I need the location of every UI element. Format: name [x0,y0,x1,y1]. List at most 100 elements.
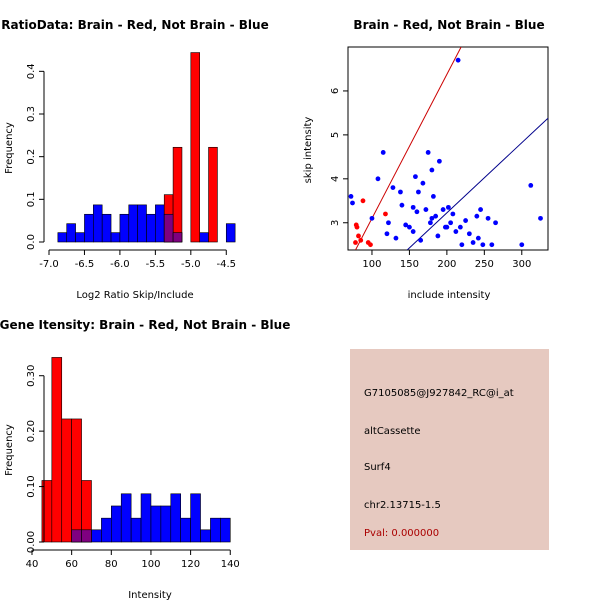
not-brain-point-18 [425,150,431,155]
not-brain-point-22 [433,213,439,219]
overlap-bar-1-13 [172,232,183,243]
not-brain-point-44 [519,242,525,248]
scatter-plot-area [348,47,548,250]
not-brain-point-45 [528,183,534,188]
scatter-title: Brain - Red, Not Brain - Blue [353,18,544,32]
gene-name: Surf4 [364,462,391,473]
y-tick-label: 6 [330,88,341,94]
gene-intensity-histogram: Gene Itensity: Brain - Red, Not Brain - … [0,318,290,600]
not-brain-bar-6 [130,517,142,543]
ratio-histogram-title: RatioData: Brain - Red, Not Brain - Blue [1,18,268,32]
not-brain-point-7 [393,235,399,241]
brain-bar-1 [51,357,63,543]
not-brain-bar-5 [101,213,112,243]
gene-histogram-title: Gene Itensity: Brain - Red, Not Brain - … [0,318,290,332]
not-brain-bar-19 [225,223,236,243]
ratio-histogram-ylabel: Frequency [4,122,15,174]
not-brain-point-39 [478,207,483,212]
not-brain-bar-2 [91,529,102,543]
brain-bar-3 [190,52,200,243]
not-brain-point-3 [375,176,381,182]
brain-bar-3 [71,418,82,543]
y-tick-label: 0.0 [26,234,37,250]
not-brain-bar-7 [119,213,130,243]
y-tick-label: 0.10 [26,475,37,497]
not-brain-point-35 [466,231,472,237]
not-brain-bar-3 [84,213,94,243]
ratio-histogram: RatioData: Brain - Red, Not Brain - Blue… [1,18,268,301]
not-brain-bar-9 [137,204,147,243]
overlap-bar-0-12 [163,213,174,243]
not-brain-point-24 [436,158,442,164]
y-tick-label: 3 [330,220,341,226]
x-tick-label: -7.0 [39,259,59,270]
not-brain-point-16 [420,180,426,186]
not-brain-point-21 [430,193,436,199]
not-brain-point-28 [448,220,454,226]
x-tick-label: 40 [26,559,39,570]
scatter-ylabel: skip intensity [303,117,314,184]
scatter-plot-box [347,46,549,251]
not-brain-bar-8 [128,204,138,243]
x-tick-label: 60 [65,559,78,570]
x-tick-label: 100 [141,559,160,570]
not-brain-bar-10 [170,493,181,543]
not-brain-fit-line [406,117,548,250]
probe-id: G7105085@J927842_RC@i_at [364,388,514,399]
not-brain-point-40 [480,242,486,248]
not-brain-bar-5 [120,493,132,543]
not-brain-point-50 [429,215,435,221]
not-brain-bar-8 [150,505,162,543]
not-brain-point-32 [457,224,463,230]
x-tick-label: 300 [512,259,531,270]
not-brain-point-8 [398,189,403,195]
y-tick-label: 0.1 [26,191,37,207]
brain-bar-5 [208,146,218,243]
y-tick-label: 0.00 [26,531,37,553]
brain-point-7 [383,211,388,217]
y-tick-label: 0.20 [26,420,37,442]
x-tick-label: 80 [105,559,118,570]
not-brain-point-33 [459,242,465,248]
info-panel-background [350,349,549,550]
not-brain-bar-7 [140,493,152,543]
brain-fit-line [355,47,462,250]
not-brain-bar-4 [111,505,122,543]
not-brain-point-20 [429,167,435,173]
not-brain-point-43 [493,220,498,226]
genomic-location: chr2.13715-1.5 [364,500,441,511]
not-brain-bar-14 [210,517,221,543]
not-brain-point-51 [444,224,450,230]
overlap-bar-3-0 [71,529,82,543]
not-brain-point-1 [350,200,355,206]
brain-point-6 [368,242,373,248]
not-brain-point-5 [386,220,391,226]
not-brain-bar-11 [180,517,191,543]
not-brain-point-49 [414,209,420,215]
not-brain-point-10 [407,224,412,230]
x-tick-label: 140 [221,559,240,570]
not-brain-point-6 [390,185,396,191]
x-tick-label: 150 [400,259,419,270]
x-tick-label: 250 [475,259,494,270]
not-brain-point-25 [440,207,446,212]
not-brain-bar-12 [190,493,201,543]
not-brain-point-48 [399,202,405,208]
x-tick-label: -4.5 [217,259,237,270]
not-brain-point-37 [474,213,480,219]
not-brain-bar-16 [199,232,209,243]
not-brain-point-38 [475,235,481,241]
brain-point-8 [353,222,359,228]
not-brain-point-11 [410,204,416,210]
brain-point-2 [356,233,361,239]
p-value: Pval: 0.000000 [364,528,439,539]
y-tick-label: 0.30 [26,365,37,387]
not-brain-point-46 [538,215,543,221]
gene-histogram-xlabel: Intensity [128,590,172,600]
not-brain-point-0 [348,193,354,199]
event-type: altCassette [364,426,421,437]
y-tick-label: 0.4 [26,63,37,79]
not-brain-bar-4 [93,204,103,243]
x-tick-label: 200 [437,259,456,270]
